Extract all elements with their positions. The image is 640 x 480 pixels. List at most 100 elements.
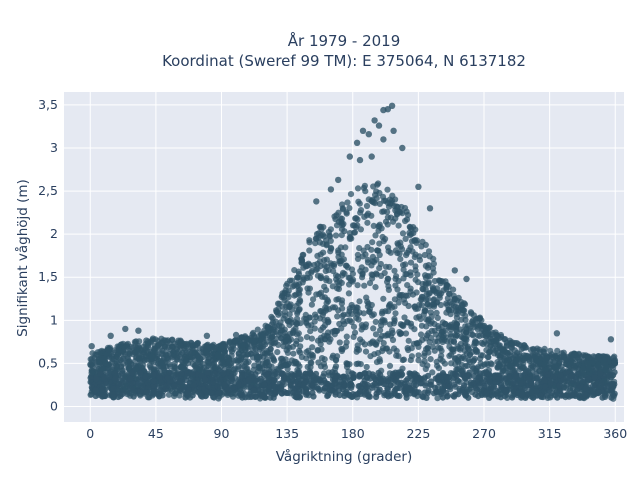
data-point [340,256,347,263]
data-point [379,208,386,215]
data-point [177,343,184,350]
data-point [317,273,324,280]
data-point [380,340,387,347]
data-point [352,215,359,222]
data-point [451,267,458,274]
data-point [150,371,157,378]
data-point [342,244,349,251]
data-point [343,333,350,340]
data-point [154,352,161,359]
data-point [262,341,269,348]
data-point [99,393,106,400]
data-point [376,251,383,259]
data-point [332,372,339,379]
data-point [428,378,435,385]
data-point [129,369,136,376]
data-point [227,374,235,381]
data-point [354,282,361,289]
data-point [115,347,122,354]
data-point [106,373,113,380]
data-point [345,311,352,318]
data-point [235,380,242,387]
data-point [399,365,406,372]
data-point [541,377,548,384]
data-point [414,271,421,278]
data-point [313,198,320,205]
data-point [415,183,422,190]
data-point [251,341,258,348]
data-point [480,326,487,333]
data-point [397,256,404,263]
data-point [331,380,338,387]
data-point [541,345,548,352]
data-point [244,341,251,348]
data-point [462,342,469,349]
x-tick-label: 225 [406,426,430,441]
data-point [435,365,442,372]
data-point [354,185,362,192]
data-point [205,383,212,390]
data-point [356,373,363,380]
data-point [497,381,504,389]
data-point [364,259,372,266]
data-point [136,338,143,345]
data-point [495,376,502,383]
data-point [346,153,353,160]
data-point [356,156,364,164]
data-point [297,298,304,305]
data-point [317,251,324,258]
data-point [473,386,481,393]
data-point [228,348,236,355]
data-point [335,176,342,184]
data-point [553,330,561,337]
data-point [332,232,340,239]
data-point [226,339,233,346]
data-point [357,361,364,368]
data-point [238,354,245,361]
data-point [557,354,564,361]
data-point [338,215,346,222]
data-point [547,379,554,386]
data-point [426,339,433,346]
data-point [165,391,173,398]
data-point [92,392,99,400]
data-point [402,330,410,337]
data-point [440,287,447,294]
data-point [175,348,183,355]
data-point [295,268,302,275]
data-point [457,326,464,333]
data-point [380,136,387,143]
data-point [110,385,117,392]
data-point [99,365,106,372]
data-point [370,325,377,332]
data-point [308,382,315,389]
data-point [357,209,364,216]
data-point [347,191,355,198]
data-point [259,391,266,399]
data-point [340,220,347,228]
data-point [435,334,443,341]
data-point [479,379,486,386]
data-point [523,369,530,376]
data-point [255,359,262,366]
data-point [321,257,328,264]
data-point [579,378,586,385]
data-point [375,122,383,129]
data-point [467,327,474,334]
scatter-points [87,102,619,402]
data-point [402,271,409,278]
data-point [451,381,458,388]
data-point [430,390,438,397]
data-point [172,364,179,371]
data-point [407,373,414,380]
data-point [229,384,236,391]
data-point [129,387,136,394]
data-point [405,337,412,344]
data-point [237,340,244,347]
data-point [139,384,146,391]
data-point [502,355,509,362]
chart-title-line-2: Koordinat (Sweref 99 TM): E 375064, N 61… [162,52,526,70]
data-point [335,253,342,261]
data-point [296,370,303,377]
data-point [183,340,190,347]
